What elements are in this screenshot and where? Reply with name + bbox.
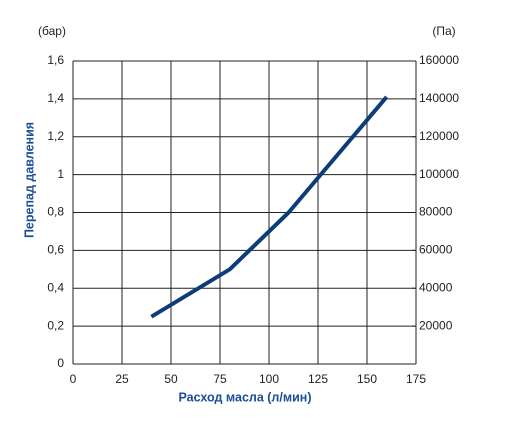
x-tick-label: 75 xyxy=(213,372,227,386)
y2-tick-label: 160000 xyxy=(419,53,459,67)
y-tick-label: 0 xyxy=(57,356,64,370)
x-tick-label: 100 xyxy=(259,372,279,386)
x-tick-label: 25 xyxy=(115,372,129,386)
x-axis-title: Расход масла (л/мин) xyxy=(178,390,311,404)
y-tick-label: 1,4 xyxy=(47,91,64,105)
y-tick-label: 1 xyxy=(57,167,64,181)
data-line xyxy=(150,95,389,319)
y-tick-label: 0,2 xyxy=(47,318,64,332)
y2-tick-label: 120000 xyxy=(419,129,459,143)
y2-tick-label: 60000 xyxy=(419,243,453,257)
x-tick-label: 0 xyxy=(70,372,77,386)
y-unit: (бар) xyxy=(38,24,66,38)
y2-tick-label: 40000 xyxy=(419,280,453,294)
x-tick-label: 125 xyxy=(308,372,328,386)
y-tick-label: 0,6 xyxy=(47,243,64,257)
y2-tick-label: 20000 xyxy=(419,318,453,332)
y2-tick-label: 80000 xyxy=(419,205,453,219)
x-tick-label: 150 xyxy=(357,372,377,386)
y-tick-label: 0,4 xyxy=(47,280,64,294)
x-tick-label: 175 xyxy=(406,372,426,386)
y2-tick-label: 140000 xyxy=(419,91,459,105)
x-tick-label: 50 xyxy=(164,372,178,386)
y2-unit: (Па) xyxy=(432,24,455,38)
y-tick-label: 1,2 xyxy=(47,129,64,143)
y2-tick-label: 100000 xyxy=(419,167,459,181)
y-tick-label: 1,6 xyxy=(47,53,64,67)
y-tick-label: 0,8 xyxy=(47,205,64,219)
y-axis-title: Перепад давления xyxy=(22,122,36,238)
